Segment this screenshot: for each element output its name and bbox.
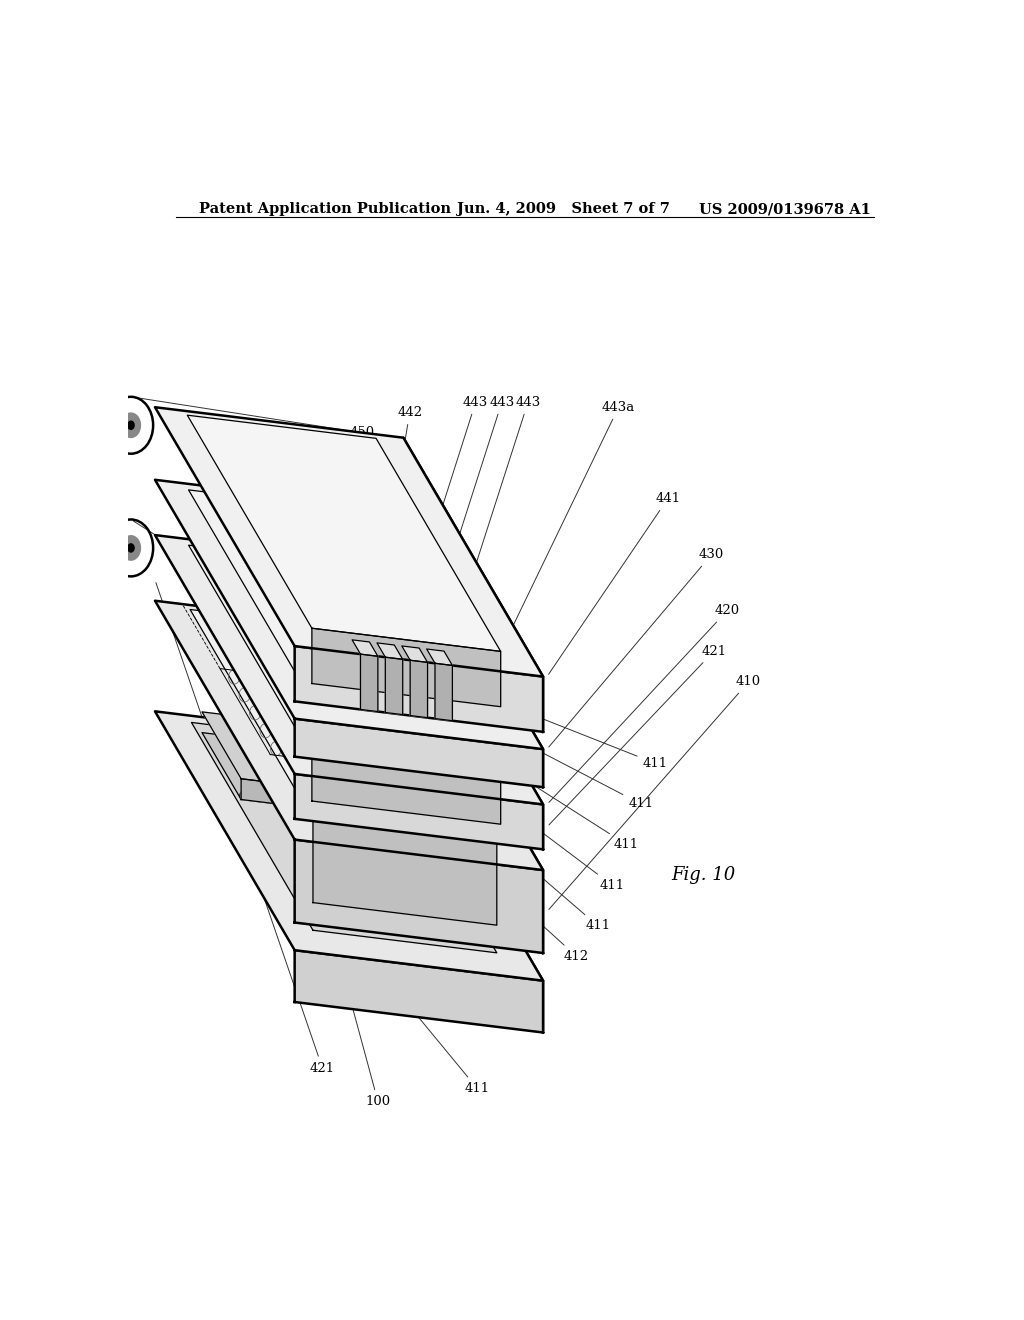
Text: Jun. 4, 2009   Sheet 7 of 7: Jun. 4, 2009 Sheet 7 of 7	[458, 202, 671, 216]
Text: 421: 421	[549, 645, 726, 825]
Polygon shape	[403, 742, 543, 1032]
Polygon shape	[360, 655, 378, 711]
Circle shape	[128, 544, 134, 552]
Polygon shape	[295, 718, 543, 787]
Text: 412: 412	[319, 722, 589, 962]
Polygon shape	[295, 840, 543, 953]
Polygon shape	[191, 722, 497, 953]
Polygon shape	[155, 601, 543, 870]
Polygon shape	[155, 479, 543, 750]
Polygon shape	[401, 645, 428, 663]
Text: 411: 411	[184, 734, 489, 1094]
Polygon shape	[188, 490, 501, 723]
Polygon shape	[403, 631, 543, 953]
Text: 421: 421	[156, 582, 335, 1074]
Polygon shape	[155, 711, 543, 981]
Polygon shape	[187, 416, 501, 651]
Polygon shape	[403, 438, 543, 731]
Text: 443: 443	[444, 396, 541, 661]
Polygon shape	[202, 733, 341, 812]
Text: 441: 441	[549, 492, 680, 675]
Polygon shape	[190, 610, 497, 842]
Circle shape	[122, 413, 140, 437]
Polygon shape	[312, 756, 501, 824]
Polygon shape	[295, 774, 543, 849]
Polygon shape	[155, 535, 543, 804]
Text: 410: 410	[549, 676, 761, 909]
Text: 411: 411	[321, 638, 653, 810]
Polygon shape	[241, 779, 341, 812]
Polygon shape	[295, 950, 543, 1032]
Polygon shape	[188, 545, 501, 779]
Text: 411: 411	[343, 640, 668, 770]
Polygon shape	[411, 660, 428, 718]
Polygon shape	[435, 663, 453, 721]
Polygon shape	[403, 565, 543, 849]
Text: Patent Application Publication: Patent Application Publication	[200, 202, 452, 216]
Text: 411: 411	[254, 630, 610, 932]
Text: US 2009/0139678 A1: US 2009/0139678 A1	[699, 202, 871, 216]
Text: 411: 411	[299, 635, 639, 851]
Polygon shape	[295, 645, 543, 731]
Polygon shape	[403, 511, 543, 787]
Text: 100: 100	[301, 817, 390, 1107]
Text: 443: 443	[395, 396, 488, 656]
Text: 450: 450	[133, 521, 263, 602]
Polygon shape	[312, 628, 501, 706]
Polygon shape	[202, 711, 341, 791]
Polygon shape	[155, 407, 543, 677]
Circle shape	[122, 536, 140, 560]
Text: 430: 430	[549, 548, 724, 747]
Polygon shape	[385, 657, 402, 714]
Polygon shape	[352, 640, 378, 656]
Text: 420: 420	[549, 605, 739, 803]
Circle shape	[128, 421, 134, 429]
Text: Fig. 10: Fig. 10	[672, 866, 736, 884]
Text: 443: 443	[420, 396, 514, 659]
Polygon shape	[313, 820, 497, 925]
Text: 411: 411	[276, 632, 625, 891]
Text: 443b: 443b	[226, 671, 300, 684]
Text: 443a: 443a	[502, 401, 635, 649]
Text: 450: 450	[134, 397, 375, 440]
Polygon shape	[377, 643, 402, 659]
Polygon shape	[427, 649, 453, 665]
Text: 442: 442	[370, 407, 422, 652]
